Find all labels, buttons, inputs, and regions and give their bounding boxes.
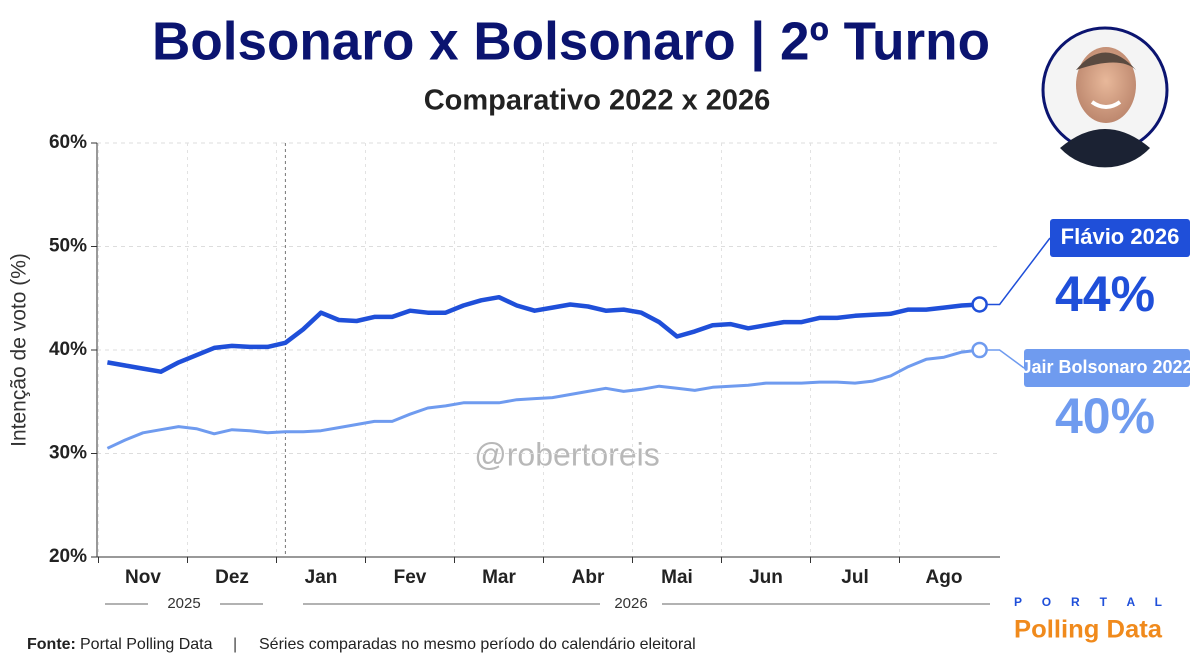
y-tick-label: 40%: [49, 339, 87, 360]
legend-label: Jair Bolsonaro 2022: [1021, 357, 1192, 377]
callout-connector: [987, 237, 1051, 306]
callout-badge: [1050, 219, 1190, 257]
y-tick-label: 60%: [49, 132, 87, 153]
end-value-label: 40%: [1055, 388, 1155, 444]
end-value-label: 44%: [1055, 266, 1155, 322]
callout-badge: [1024, 349, 1190, 387]
series-line: [107, 294, 980, 374]
end-marker: [971, 341, 988, 359]
logo-top: P O R T A L: [1014, 595, 1162, 609]
x-tick-label: Jan: [305, 567, 338, 588]
plot-area: 20% 30% 40% 50% 60% Nov Dez Jan Fev Mar Abr Mai Jun J…: [49, 132, 1193, 588]
chart-title: Bolsonaro x Bolsonaro | 2º Turno: [152, 11, 990, 72]
legend-label: Flávio 2026: [1061, 224, 1180, 249]
x-tick-label: Mai: [661, 567, 693, 588]
chart-subtitle: Comparativo 2022 x 2026: [424, 85, 771, 117]
x-tick-label: Jul: [841, 567, 868, 588]
source-label: Fonte:: [27, 636, 76, 653]
x-tick-label: Jun: [749, 567, 783, 588]
callout-connector: [987, 349, 1025, 369]
end-marker: [971, 296, 988, 313]
x-tick-label: Mar: [482, 567, 516, 588]
photo: [1041, 26, 1169, 168]
footer-note: Séries comparadas no mesmo período do ca…: [259, 636, 696, 653]
x-tick-label: Dez: [215, 567, 249, 588]
y-tick-label: 20%: [49, 546, 87, 567]
separator: |: [233, 636, 237, 653]
x-tick-label: Abr: [572, 567, 605, 588]
y-tick-label: 50%: [49, 236, 87, 257]
source: Portal Polling Data: [80, 636, 213, 653]
year-label: 2026: [614, 595, 647, 612]
y-axis-label: Intenção de voto (%): [8, 253, 31, 447]
watermark: @robertoreis: [474, 436, 659, 472]
y-tick-label: 30%: [49, 443, 87, 464]
x-tick-label: Nov: [125, 567, 161, 588]
logo-name: Polling Data: [1014, 616, 1163, 644]
series-line: [106, 348, 980, 450]
x-tick-label: Ago: [926, 567, 963, 588]
year-label: 2025: [167, 595, 200, 612]
x-tick-label: Fev: [394, 567, 427, 588]
